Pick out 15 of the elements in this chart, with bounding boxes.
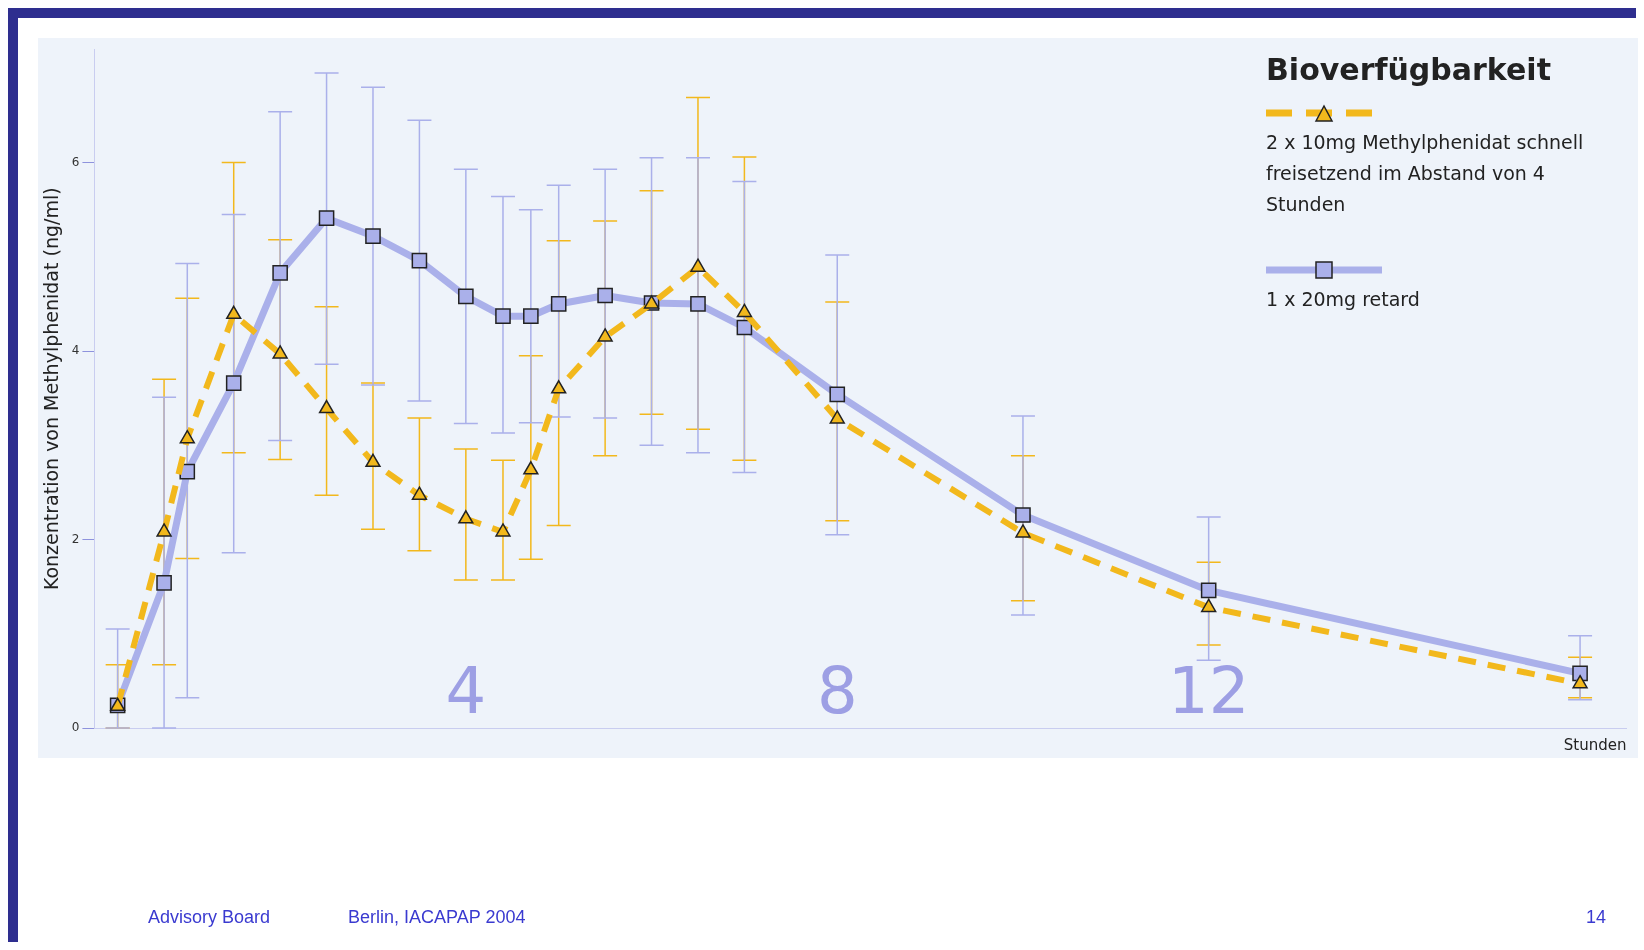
- legend-title: Bioverfügbarkeit: [1266, 52, 1552, 87]
- x-tick-label: 12: [1167, 654, 1250, 729]
- legend-label: 1 x 20mg retard: [1266, 287, 1421, 312]
- y-tick-label: 6: [71, 154, 80, 169]
- y-tick-label: 4: [71, 343, 80, 358]
- y-tick-label: 2: [71, 531, 80, 546]
- y-axis-title: Konzentration von Methylphenidat (ng/ml): [40, 187, 63, 591]
- y-tick-label: 0: [71, 720, 80, 735]
- x-tick-label: 8: [816, 654, 858, 729]
- legend-label: 2 x 10mg Methylphenidat schnell freisetzend im Abstand von 4 Stunden: [1266, 130, 1585, 217]
- text: Berlin, IACAPAP 2004: [348, 907, 526, 928]
- text: 14: [1585, 907, 1606, 928]
- x-tick-label: 4: [445, 654, 487, 729]
- x-axis-title: Stunden: [1563, 736, 1627, 754]
- text: Advisory Board: [148, 907, 271, 928]
